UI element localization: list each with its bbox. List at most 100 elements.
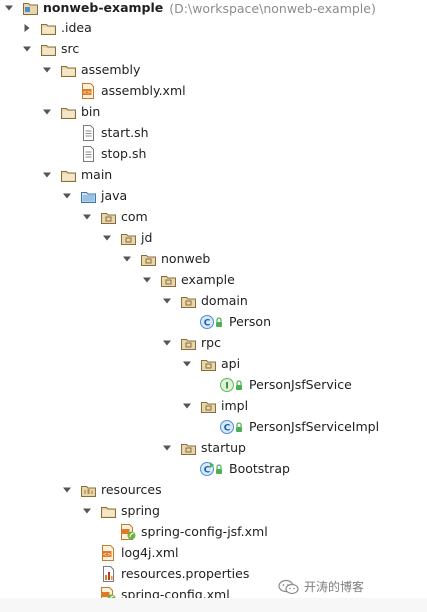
expand-arrow-icon[interactable] <box>122 254 132 264</box>
svg-text:C: C <box>204 319 211 329</box>
tree-item-label: api <box>221 356 241 371</box>
tree-item-label: com <box>121 209 148 224</box>
tree-item[interactable]: impl <box>182 396 248 416</box>
expand-arrow-icon[interactable] <box>162 443 172 453</box>
folder-icon <box>40 20 56 36</box>
tree-item-label: java <box>101 188 128 203</box>
tree-item-label: assembly.xml <box>101 83 186 98</box>
tree-item[interactable]: src <box>22 39 79 59</box>
expand-arrow-icon[interactable] <box>162 296 172 306</box>
tree-item-label: rpc <box>201 335 221 350</box>
expand-arrow-icon[interactable] <box>42 170 52 180</box>
tree-item-label: bin <box>81 104 101 119</box>
expand-arrow-icon[interactable] <box>162 338 172 348</box>
tree-item[interactable]: resources.properties <box>100 564 249 584</box>
tree-item[interactable]: jd <box>102 228 152 248</box>
folder-icon <box>40 41 56 57</box>
tree-item[interactable]: nonweb <box>122 249 210 269</box>
tree-item-label: startup <box>201 440 246 455</box>
tree-item[interactable]: bin <box>42 102 100 122</box>
class-icon: C <box>220 419 244 435</box>
package-icon <box>120 230 136 246</box>
tree-item[interactable]: spring-config-jsf.xml <box>120 522 268 542</box>
expand-arrow-icon[interactable] <box>82 506 92 516</box>
resources-folder-icon <box>80 482 96 498</box>
tree-item[interactable]: C Bootstrap <box>200 459 290 479</box>
tree-item[interactable]: rpc <box>162 333 221 353</box>
tree-item-label: start.sh <box>101 125 149 140</box>
tree-item-label: PersonJsfService <box>249 377 352 392</box>
tree-item[interactable]: resources <box>62 480 162 500</box>
svg-text:C: C <box>204 466 211 476</box>
tree-item-label: log4j.xml <box>121 545 179 560</box>
spring-xml-icon <box>120 524 136 540</box>
svg-text:<>: <> <box>83 90 91 96</box>
expand-arrow-icon[interactable] <box>82 212 92 222</box>
expand-arrow-icon[interactable] <box>182 359 192 369</box>
tree-item[interactable]: stop.sh <box>80 144 146 164</box>
tree-item[interactable]: <> assembly.xml <box>80 81 186 101</box>
tree-item[interactable]: com <box>82 207 148 227</box>
package-icon <box>200 398 216 414</box>
tree-item-label: jd <box>141 230 153 245</box>
tree-item-label: src <box>61 41 80 56</box>
tree-item-label: spring-config-jsf.xml <box>141 524 268 539</box>
tree-item[interactable]: assembly <box>42 60 140 80</box>
tree-item-label: Person <box>229 314 272 329</box>
tree-item-label: assembly <box>81 62 141 77</box>
tree-item[interactable]: C PersonJsfServiceImpl <box>220 417 379 437</box>
svg-text:<>: <> <box>103 552 111 558</box>
expand-arrow-icon[interactable] <box>142 275 152 285</box>
tree-item-label: stop.sh <box>101 146 147 161</box>
collapse-arrow-icon[interactable] <box>22 23 32 33</box>
expand-arrow-icon[interactable] <box>42 107 52 117</box>
project-name: nonweb-example <box>43 0 164 15</box>
tree-item[interactable]: main <box>42 165 112 185</box>
bottom-strip <box>0 598 427 612</box>
tree-item[interactable]: spring <box>82 501 160 521</box>
expand-arrow-icon[interactable] <box>4 3 14 13</box>
watermark: 开涛的博客 <box>278 578 364 595</box>
package-icon <box>140 251 156 267</box>
wechat-icon <box>278 579 300 595</box>
tree-item[interactable]: .idea <box>22 18 92 38</box>
package-icon <box>180 293 196 309</box>
folder-icon <box>60 104 76 120</box>
expand-arrow-icon[interactable] <box>22 44 32 54</box>
tree-item[interactable]: domain <box>162 291 248 311</box>
tree-item-label: resources.properties <box>121 566 250 581</box>
folder-icon <box>100 503 116 519</box>
tree-item-label: Bootstrap <box>229 461 290 476</box>
svg-text:C: C <box>224 424 231 434</box>
svg-text:I: I <box>225 382 228 392</box>
package-icon <box>200 356 216 372</box>
xml-file-icon: <> <box>80 83 96 99</box>
tree-item-label: PersonJsfServiceImpl <box>249 419 380 434</box>
tree-item-label: main <box>81 167 113 182</box>
tree-item-label: example <box>181 272 235 287</box>
package-icon <box>160 272 176 288</box>
text-file-icon <box>80 146 96 162</box>
folder-icon <box>60 167 76 183</box>
tree-item[interactable]: I PersonJsfService <box>220 375 352 395</box>
module-icon <box>22 0 38 16</box>
expand-arrow-icon[interactable] <box>62 191 72 201</box>
expand-arrow-icon[interactable] <box>182 401 192 411</box>
interface-icon: I <box>220 377 244 393</box>
tree-item[interactable]: example <box>142 270 235 290</box>
tree-root[interactable]: nonweb-example (D:\workspace\nonweb-exam… <box>4 0 376 18</box>
tree-item[interactable]: start.sh <box>80 123 149 143</box>
tree-item[interactable]: api <box>182 354 240 374</box>
tree-item[interactable]: startup <box>162 438 246 458</box>
expand-arrow-icon[interactable] <box>62 485 72 495</box>
expand-arrow-icon[interactable] <box>102 233 112 243</box>
tree-item[interactable]: java <box>62 186 127 206</box>
project-path: (D:\workspace\nonweb-example) <box>169 0 376 16</box>
tree-item[interactable]: C Person <box>200 312 271 332</box>
expand-arrow-icon[interactable] <box>42 65 52 75</box>
tree-item-label: spring <box>121 503 160 518</box>
tree-item[interactable]: <> log4j.xml <box>100 543 179 563</box>
text-file-icon <box>80 125 96 141</box>
properties-file-icon <box>100 566 116 582</box>
